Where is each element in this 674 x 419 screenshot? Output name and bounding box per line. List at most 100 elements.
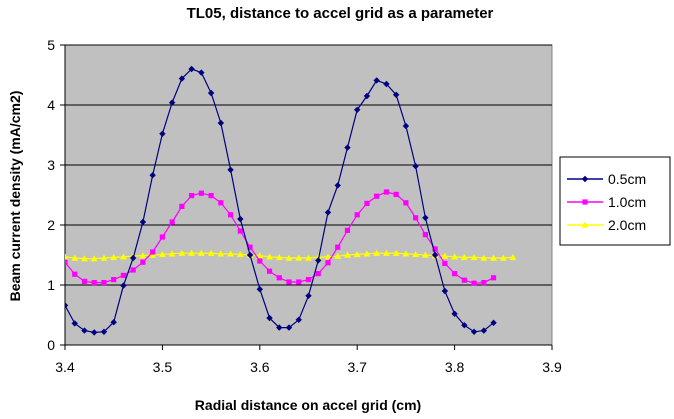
- data-point: [432, 246, 438, 252]
- data-point: [90, 255, 98, 262]
- data-point: [490, 275, 497, 281]
- data-point: [227, 212, 234, 218]
- data-point: [412, 163, 419, 170]
- data-point: [499, 254, 507, 261]
- data-point: [168, 250, 176, 257]
- data-point: [256, 286, 263, 293]
- x-tick-label: 3.4: [55, 359, 75, 375]
- data-point: [266, 268, 273, 274]
- data-point: [296, 279, 302, 285]
- x-axis-label: Radial distance on accel grid (cm): [195, 397, 421, 413]
- data-point: [256, 252, 264, 259]
- data-point: [402, 122, 410, 130]
- data-point: [334, 252, 342, 259]
- data-point: [168, 99, 176, 106]
- chart-title: TL05, distance to accel grid as a parame…: [187, 5, 494, 22]
- x-tick-label: 3.6: [250, 359, 270, 375]
- data-point: [364, 200, 370, 206]
- series-2.0cm: [65, 249, 517, 262]
- data-point: [334, 182, 341, 189]
- axes: [60, 44, 553, 350]
- y-tick-label: 5: [47, 37, 55, 53]
- data-point: [470, 328, 478, 335]
- data-point: [344, 251, 351, 258]
- data-point: [189, 193, 195, 199]
- tick-labels: 0 1 2 3 4 5 3.4 3.5 3.6 3.7 3.8 3.9: [47, 37, 562, 375]
- data-point: [130, 267, 136, 273]
- data-point: [315, 271, 321, 277]
- data-point: [392, 91, 400, 98]
- data-point: [363, 250, 371, 257]
- data-point: [198, 190, 204, 196]
- data-point: [237, 228, 243, 234]
- y-tick-label: 0: [47, 337, 55, 353]
- data-point: [402, 250, 410, 257]
- data-point: [227, 166, 234, 173]
- data-point: [120, 253, 127, 260]
- data-point: [150, 249, 156, 255]
- data-point: [354, 106, 361, 113]
- data-point: [295, 254, 303, 261]
- data-point: [65, 259, 68, 265]
- data-point: [169, 219, 175, 225]
- data-point: [188, 65, 195, 73]
- data-point: [81, 278, 88, 284]
- y-tick-label: 2: [47, 217, 55, 233]
- legend: 0.5cm 1.0cm 2.0cm: [559, 156, 671, 246]
- data-point: [441, 287, 449, 295]
- data-point: [481, 280, 487, 286]
- data-point: [480, 254, 488, 261]
- data-point: [374, 193, 380, 199]
- data-point: [188, 249, 196, 256]
- data-point: [344, 227, 351, 233]
- data-point: [363, 92, 371, 100]
- data-point: [383, 189, 390, 195]
- data-point: [81, 255, 88, 262]
- data-point: [159, 130, 166, 137]
- data-point: [129, 254, 137, 262]
- data-point: [149, 172, 156, 179]
- data-point: [451, 310, 458, 317]
- data-point: [324, 209, 332, 216]
- data-point: [71, 254, 79, 261]
- data-point: [582, 199, 588, 205]
- data-point: [392, 249, 400, 256]
- y-axis-label: Beam current density (mA/cm2): [7, 91, 23, 302]
- data-point: [275, 254, 283, 261]
- data-point: [285, 324, 293, 331]
- data-point: [159, 251, 166, 258]
- data-point: [91, 280, 97, 286]
- data-point: [393, 191, 399, 197]
- data-point: [207, 89, 215, 97]
- legend-box: [559, 156, 671, 246]
- data-point: [218, 200, 224, 206]
- legend-label: 1.0cm: [608, 194, 646, 210]
- y-tick-label: 4: [47, 97, 55, 113]
- data-point: [237, 215, 244, 223]
- data-point: [81, 327, 88, 334]
- data-point: [471, 280, 477, 286]
- data-point: [217, 250, 225, 257]
- data-point: [72, 271, 78, 277]
- data-point: [324, 253, 332, 260]
- data-point: [286, 279, 292, 285]
- data-point: [403, 200, 409, 206]
- data-point: [314, 254, 322, 261]
- data-point: [110, 254, 118, 261]
- data-point: [207, 249, 215, 256]
- data-point: [120, 282, 127, 289]
- data-point: [179, 203, 185, 209]
- data-point: [305, 254, 312, 261]
- data-point: [383, 249, 390, 256]
- data-point: [100, 254, 108, 261]
- x-tick-label: 3.5: [153, 359, 173, 375]
- data-point: [451, 253, 458, 260]
- data-point: [266, 253, 273, 260]
- x-tick-label: 3.7: [347, 359, 367, 375]
- data-point: [227, 250, 234, 257]
- data-point: [480, 327, 488, 334]
- data-point: [246, 251, 254, 259]
- data-point: [266, 314, 273, 322]
- data-point: [140, 259, 146, 265]
